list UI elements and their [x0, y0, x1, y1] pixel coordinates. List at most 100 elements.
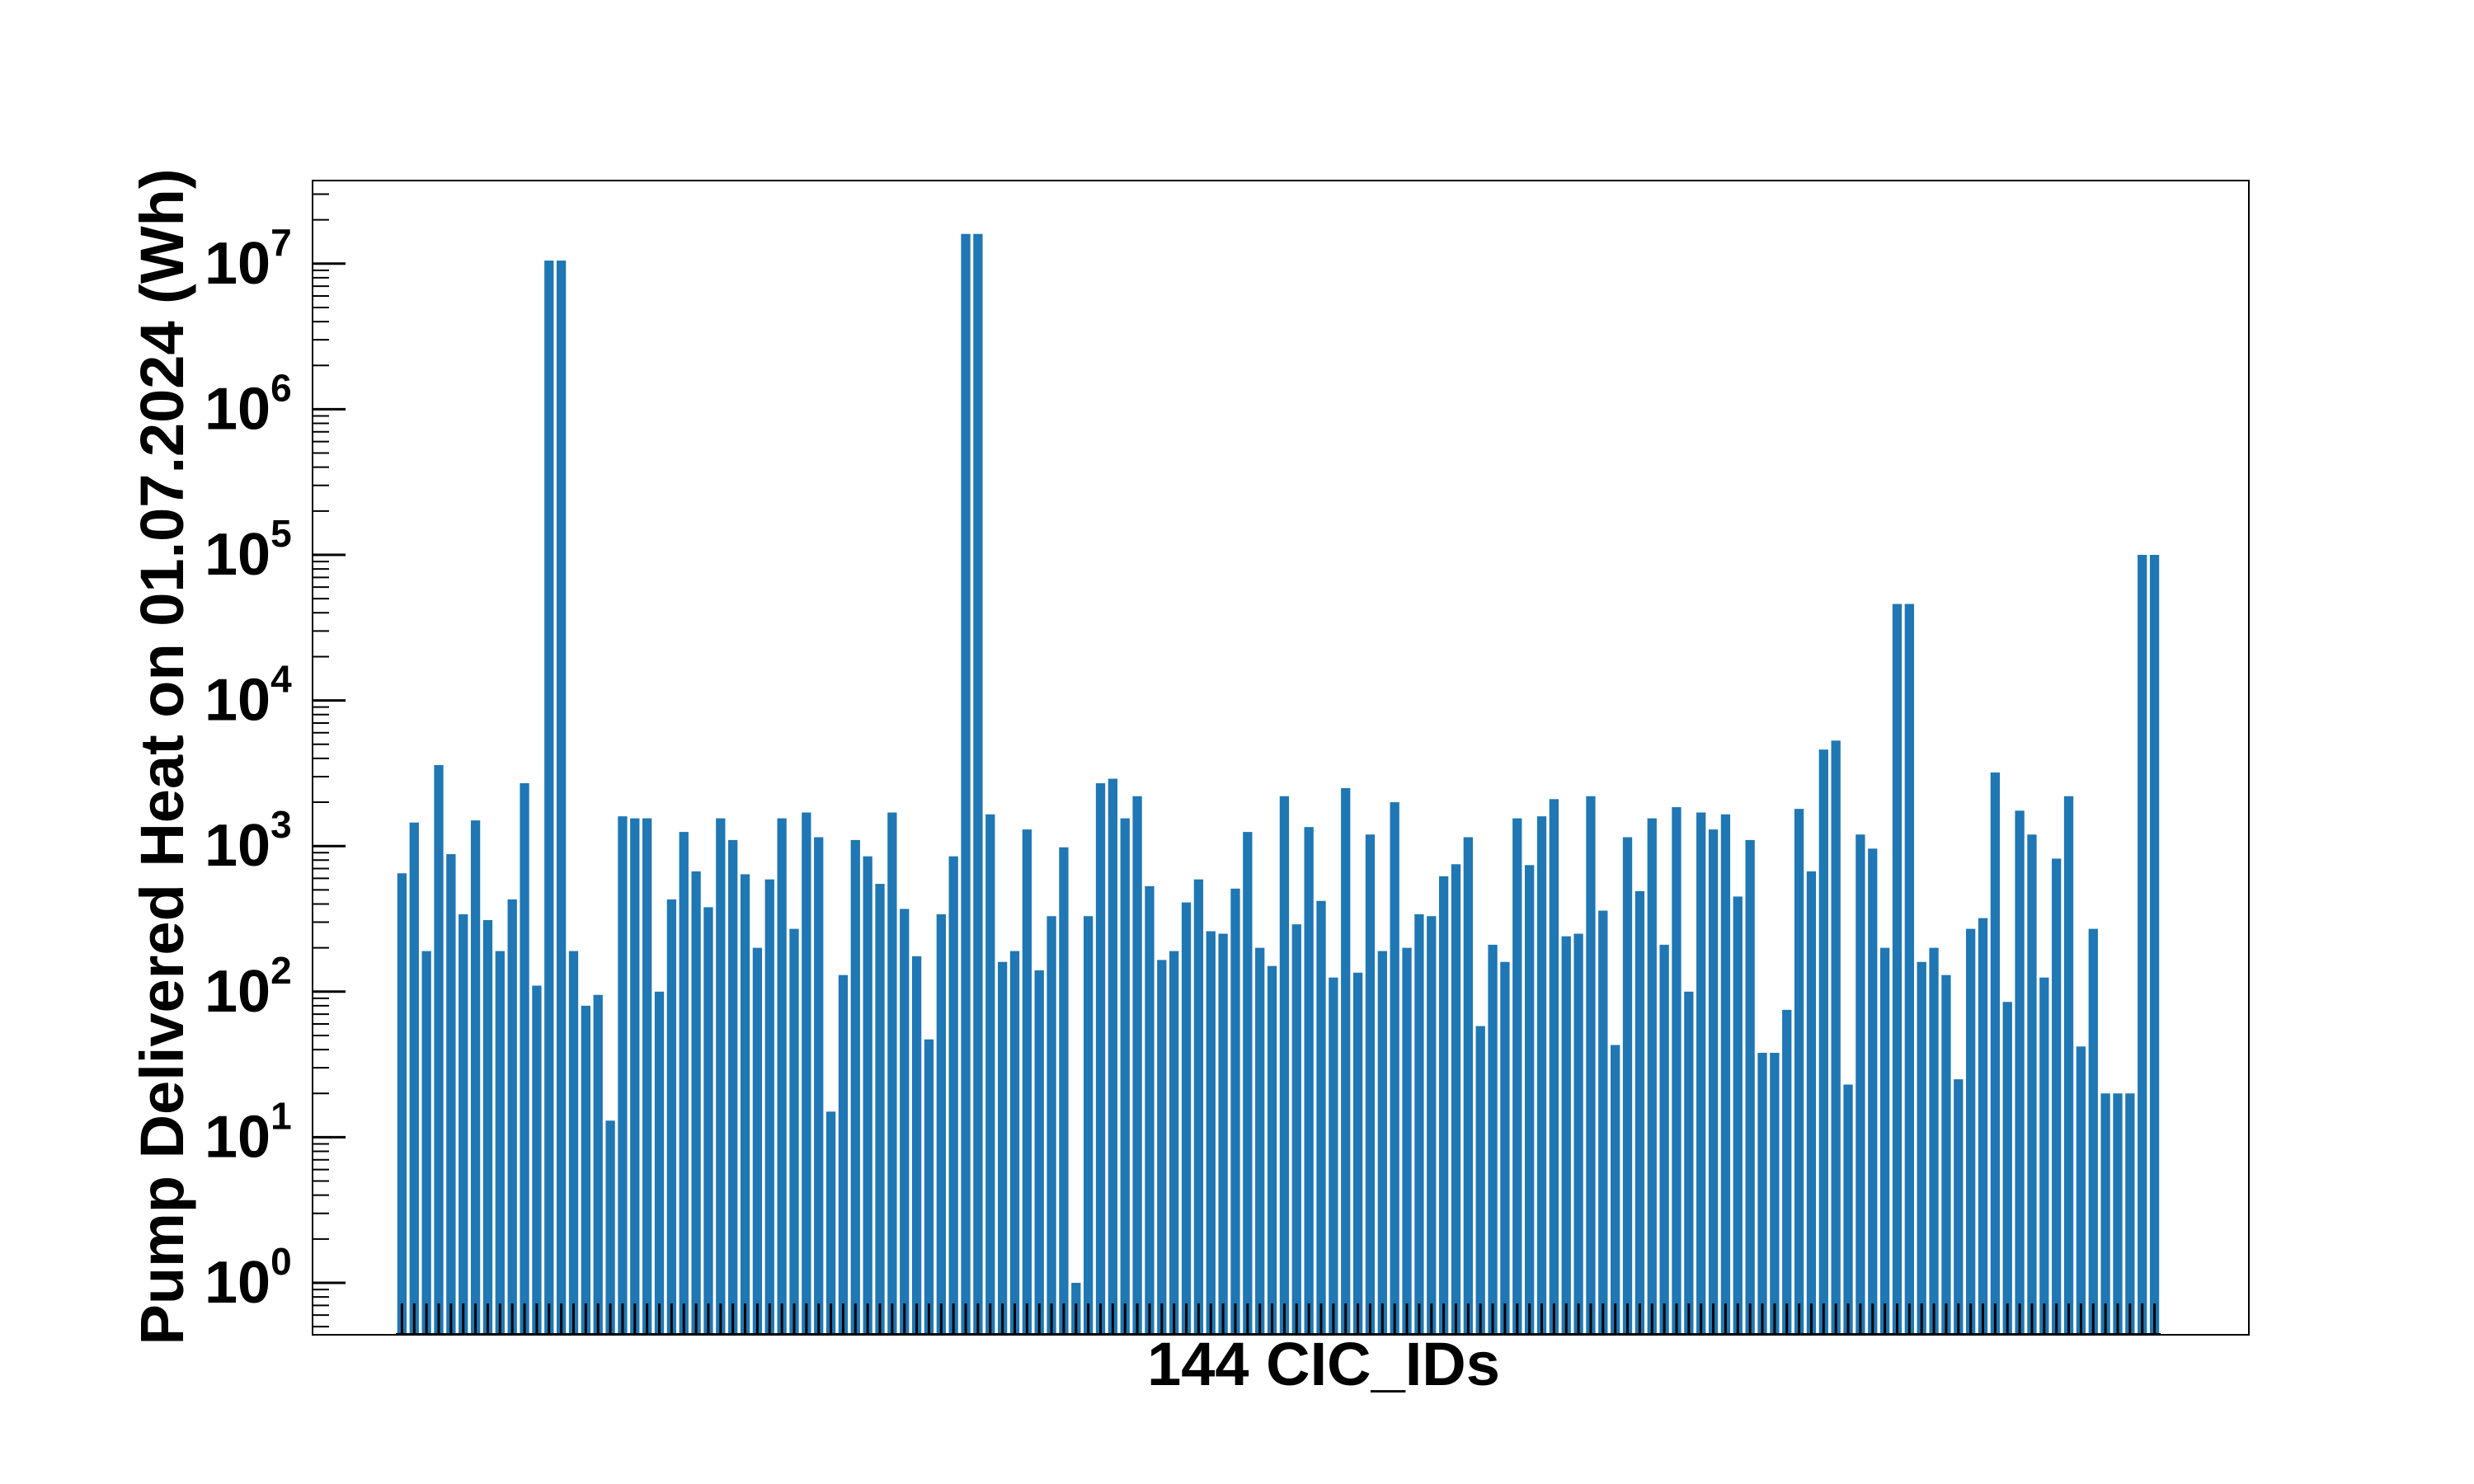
- bar: [1843, 1084, 1853, 1335]
- bar: [1095, 783, 1106, 1335]
- bar: [1157, 960, 1167, 1335]
- bar: [1929, 947, 1939, 1335]
- bar: [1108, 778, 1118, 1335]
- bar: [850, 839, 860, 1335]
- bar: [1059, 847, 1069, 1335]
- bar: [900, 909, 910, 1335]
- bar: [654, 991, 665, 1335]
- bar: [1525, 865, 1535, 1335]
- bar: [556, 261, 567, 1335]
- bar: [1941, 974, 1951, 1335]
- bar: [1917, 961, 1926, 1335]
- bar: [814, 837, 824, 1335]
- bar: [581, 1005, 590, 1335]
- bar: [593, 994, 603, 1335]
- bar: [1536, 816, 1547, 1335]
- bar: [1034, 970, 1044, 1335]
- bar: [2149, 555, 2160, 1335]
- bar: [2113, 1093, 2123, 1335]
- bars-layer: [397, 233, 2160, 1335]
- bar: [1879, 947, 1890, 1335]
- bar: [642, 818, 652, 1335]
- bar: [875, 884, 885, 1335]
- bar: [2015, 810, 2025, 1335]
- bar: [1598, 910, 1608, 1335]
- bar: [1757, 1053, 1767, 1335]
- bar: [421, 951, 431, 1335]
- y-tick-label: 103: [205, 803, 292, 879]
- bar: [1831, 740, 1841, 1335]
- bar: [1145, 885, 1155, 1335]
- bar: [2027, 834, 2037, 1335]
- bar: [1390, 802, 1399, 1335]
- bar: [1611, 1045, 1620, 1335]
- x-ticks-layer: [396, 1303, 2161, 1335]
- bar: [1463, 837, 1473, 1335]
- bar: [1720, 814, 1731, 1335]
- bar: [1647, 818, 1657, 1335]
- bar: [1316, 900, 1326, 1335]
- bar: [1022, 829, 1032, 1335]
- bar: [409, 822, 419, 1335]
- y-tick-label: 102: [205, 949, 292, 1025]
- bar: [1512, 818, 1522, 1335]
- bar: [924, 1039, 934, 1335]
- bar: [728, 839, 738, 1335]
- bar: [1500, 961, 1510, 1335]
- y-tick-label: 105: [205, 512, 292, 588]
- bar: [2039, 977, 2049, 1335]
- y-tick-label: 101: [205, 1094, 292, 1170]
- bar: [397, 873, 407, 1335]
- bar: [1868, 848, 1878, 1335]
- bar: [1243, 832, 1253, 1335]
- bar: [1279, 796, 1290, 1335]
- bar: [1892, 603, 1903, 1335]
- bar: [1206, 931, 1216, 1335]
- bar: [544, 261, 554, 1335]
- bar: [1255, 947, 1265, 1335]
- bar: [936, 913, 946, 1335]
- bar: [1329, 977, 1338, 1335]
- bar: [961, 233, 971, 1335]
- bar: [1009, 951, 1020, 1335]
- bar: [1684, 991, 1694, 1335]
- bar: [1352, 972, 1363, 1335]
- bar: [752, 947, 763, 1335]
- bar: [1672, 807, 1681, 1335]
- bar: [1427, 916, 1437, 1335]
- bar: [679, 832, 689, 1335]
- bar: [1818, 749, 1828, 1335]
- bar: [1230, 888, 1240, 1335]
- y-tick-label: 100: [205, 1240, 292, 1316]
- bar: [1634, 890, 1645, 1335]
- bar: [666, 899, 677, 1335]
- bar: [482, 920, 493, 1335]
- bar: [1586, 796, 1596, 1335]
- y-tick-label: 104: [205, 658, 292, 734]
- bar: [1438, 876, 1449, 1335]
- bar: [863, 856, 872, 1335]
- bar: [825, 1111, 836, 1335]
- bar: [887, 812, 897, 1335]
- bar: [948, 856, 958, 1335]
- bar: [777, 818, 787, 1335]
- bar: [1169, 951, 1179, 1335]
- y-ticks-layer: [313, 193, 346, 1328]
- bar: [618, 816, 628, 1335]
- bar: [1622, 837, 1633, 1335]
- bar: [1267, 965, 1277, 1335]
- bar: [1120, 818, 1130, 1335]
- bar: [605, 1120, 615, 1335]
- bar: [1304, 827, 1314, 1335]
- bar: [1549, 799, 1559, 1335]
- bar: [1291, 924, 1301, 1335]
- bar: [1733, 896, 1743, 1335]
- bar: [1659, 944, 1669, 1335]
- bar: [1488, 944, 1498, 1335]
- bar: [2138, 555, 2147, 1335]
- bar: [1745, 839, 1755, 1335]
- y-tick-label: 107: [205, 221, 292, 297]
- bar: [997, 961, 1008, 1335]
- bar: [2063, 796, 2074, 1335]
